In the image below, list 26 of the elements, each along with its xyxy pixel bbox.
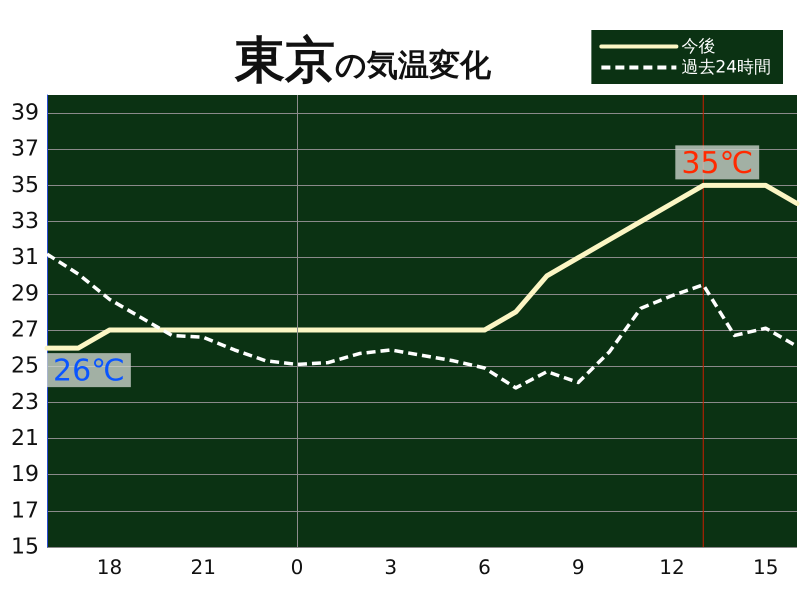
y-tick-label: 37: [11, 136, 39, 162]
x-tick-label: 0: [290, 555, 304, 579]
legend-label: 過去24時間: [681, 58, 772, 78]
x-tick-label: 15: [753, 555, 778, 579]
y-tick-label: 39: [11, 100, 39, 126]
x-tick-label: 18: [96, 555, 122, 579]
annotation: 35℃: [681, 146, 754, 181]
chart-title: 東京の気温変化: [234, 31, 492, 89]
y-tick-label: 25: [11, 354, 39, 379]
y-tick-label: 29: [11, 281, 39, 306]
x-tick-label: 12: [659, 555, 685, 579]
y-tick-label: 15: [11, 534, 39, 560]
y-tick-label: 27: [11, 318, 39, 343]
x-tick-label: 21: [190, 555, 216, 579]
annotation: 26℃: [53, 354, 125, 389]
y-tick-label: 31: [11, 245, 39, 270]
y-tick-label: 21: [11, 426, 39, 452]
legend-label: 今後: [681, 36, 716, 56]
y-tick-label: 17: [11, 498, 39, 524]
x-tick-label: 3: [384, 555, 398, 579]
y-tick-label: 35: [11, 172, 39, 198]
y-tick-label: 23: [11, 390, 39, 415]
x-tick-label: 6: [478, 555, 491, 579]
y-tick-label: 33: [11, 209, 39, 234]
y-tick-label: 19: [11, 462, 39, 488]
x-tick-label: 9: [572, 555, 585, 579]
